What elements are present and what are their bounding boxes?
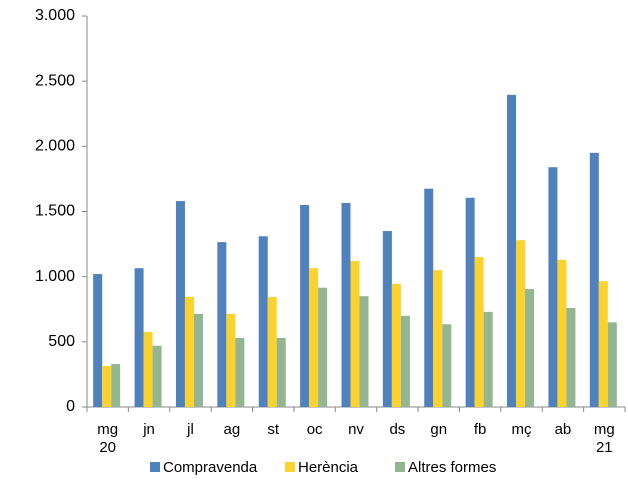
y-tick-label: 0 xyxy=(66,398,75,415)
bar xyxy=(359,296,369,407)
bar xyxy=(267,296,277,407)
bar xyxy=(226,313,236,407)
bar xyxy=(102,365,112,407)
y-tick-label: 3.000 xyxy=(35,7,75,24)
bar xyxy=(143,332,153,407)
bar xyxy=(507,94,517,407)
x-tick-label: oc xyxy=(306,421,323,438)
bar xyxy=(557,259,567,407)
x-tick-label: fb xyxy=(473,421,487,438)
legend-label: Herència xyxy=(298,459,359,476)
x-tick-label: st xyxy=(267,421,280,438)
bar xyxy=(93,274,103,407)
bar xyxy=(175,201,185,407)
bar xyxy=(134,268,144,407)
x-tick-label: jn xyxy=(143,421,155,438)
x-tick-label: gn xyxy=(430,421,448,438)
bar xyxy=(193,313,203,407)
bar xyxy=(300,204,310,407)
y-tick-label: 1.000 xyxy=(35,268,75,285)
bar xyxy=(525,289,535,407)
legend-swatch xyxy=(150,462,160,472)
x-tick-label: mg 21 xyxy=(593,421,615,456)
y-tick-label: 2.500 xyxy=(35,72,75,89)
bar xyxy=(474,257,484,407)
x-tick-label: jl xyxy=(187,421,194,438)
y-tick-label: 1.500 xyxy=(35,203,75,220)
legend-label: Altres formes xyxy=(408,459,496,476)
bar xyxy=(350,261,360,407)
x-tick-label: mç xyxy=(511,421,532,438)
bar xyxy=(318,287,328,407)
bar xyxy=(442,324,452,407)
bar xyxy=(217,242,227,407)
bar xyxy=(566,307,576,407)
x-tick-label: mg 20 xyxy=(97,421,119,456)
bar xyxy=(400,315,410,407)
legend-swatch xyxy=(285,462,295,472)
bar xyxy=(589,152,599,407)
legend-swatch xyxy=(395,462,405,472)
bar xyxy=(341,203,351,407)
bar xyxy=(382,231,392,407)
bar xyxy=(483,311,493,407)
x-tick-label: ab xyxy=(554,421,572,438)
y-tick-label: 500 xyxy=(48,333,75,350)
bar xyxy=(598,281,608,407)
bar xyxy=(516,240,526,407)
bar xyxy=(184,296,194,407)
bar xyxy=(548,167,558,407)
bar xyxy=(465,197,475,407)
bar xyxy=(424,188,434,407)
bar xyxy=(152,345,162,407)
legend-label: Compravenda xyxy=(163,459,258,476)
bar xyxy=(433,270,443,407)
x-tick-label: ag xyxy=(223,421,241,438)
bar xyxy=(309,268,319,407)
bar xyxy=(111,363,121,407)
bar xyxy=(391,283,401,407)
y-tick-label: 2.000 xyxy=(35,138,75,155)
bar xyxy=(235,337,245,407)
x-tick-label: nv xyxy=(348,421,364,438)
x-tick-label: ds xyxy=(389,421,406,438)
bar xyxy=(258,236,268,407)
bar xyxy=(607,322,617,407)
bar xyxy=(276,337,286,407)
